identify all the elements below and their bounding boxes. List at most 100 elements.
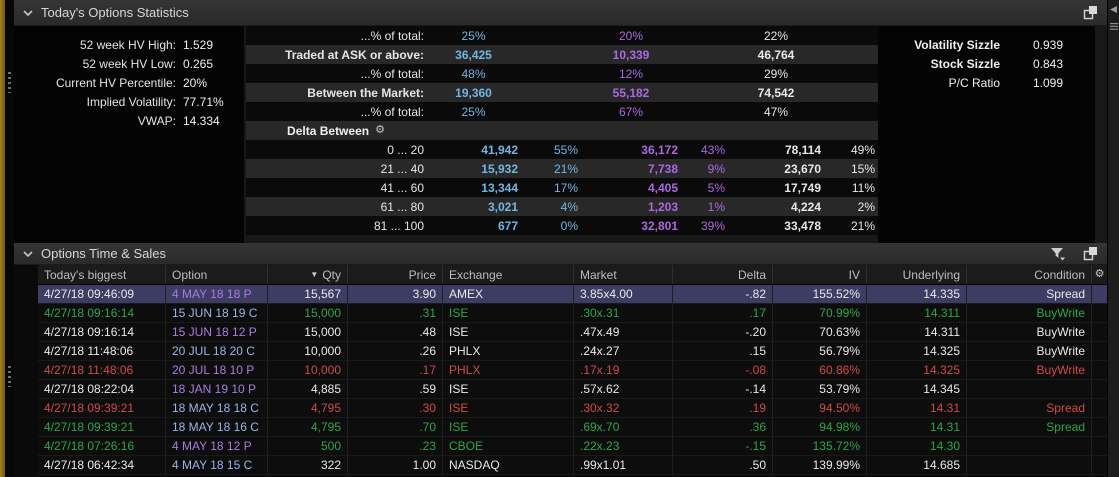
cell-time: 4/27/18 11:48:06 [38,361,166,380]
filter-icon[interactable] [1050,247,1066,261]
delta-value-puts: 32,801 [641,218,678,233]
chevron-down-icon[interactable] [23,250,33,257]
col-header-underlying[interactable]: Underlying [867,265,967,284]
col-header-label: Today's biggest [44,267,127,282]
cell-iv: 53.79% [773,380,867,399]
flow-value: 36,425 [455,47,492,62]
col-header-qty[interactable]: ▼ Qty [268,265,348,284]
table-row[interactable]: 4/27/18 08:22:04 18 JAN 19 10 P 4,885.59 IS… [38,380,1107,399]
cell-iv: 94.50% [773,399,867,418]
flow-label: ...% of total: [360,104,424,119]
delta-value-total: 4,224 [790,199,821,214]
stat-row: 52 week HV Low: 0.265 [14,54,244,73]
collapse-arrow-icon[interactable] [1109,5,1118,14]
table-row[interactable]: 4/27/18 09:46:09 4 MAY 18 18 P 15,567 3.90 A… [38,285,1107,304]
col-header-today-s-biggest[interactable]: Today's biggest [38,265,166,284]
sidebar-collapse-strip[interactable] [1107,0,1119,477]
cell-iv: 139.99% [773,456,867,475]
table-row[interactable]: 4/27/18 07:26:16 4 MAY 18 12 P 500.23 CBOE.… [38,437,1107,456]
table-row[interactable]: 4/27/18 09:16:14 15 JUN 18 12 P 15,000.48 I… [38,323,1107,342]
time-sales-section-header[interactable]: Options Time & Sales [14,243,1107,265]
cell-delta: .50 [673,456,773,475]
cell-exchange: AMEX [443,285,574,304]
detach-window-icon[interactable] [1083,5,1098,20]
stat-value: 0.843 [1033,56,1064,71]
panel-drag-handle[interactable] [8,72,11,93]
delta-value-total_pct: 11% [851,180,875,195]
stat-row: Volatility Sizzle 0.939 [878,35,1095,54]
cell-underlying: 14.311 [867,304,967,323]
cell-qty: 10,000 [268,361,348,380]
col-header-market[interactable]: Market [574,265,673,284]
delta-row: 21 ... 40 15,932 21% 7,738 9% 23,670 15% [246,159,879,178]
stat-value: 0.939 [1033,37,1064,52]
cell-exchange: ISE [443,418,574,437]
table-row[interactable]: 4/27/18 11:48:06 20 JUL 18 20 C 10,000.26 P… [38,342,1107,361]
table-row[interactable]: 4/27/18 09:16:14 15 JUN 18 19 C 15,000.31 I… [38,304,1107,323]
cell-underlying: 14.685 [867,456,967,475]
stat-label: Implied Volatility: [86,94,176,109]
cell-iv: 155.52% [773,285,867,304]
table-row[interactable]: 4/27/18 11:48:06 20 JUL 18 10 P 10,000.17 P… [38,361,1107,380]
cell-qty: 15,567 [268,285,348,304]
col-header-exchange[interactable]: Exchange [443,265,574,284]
table-row[interactable]: 4/27/18 09:39:21 18 MAY 18 18 C 4,795.30 IS… [38,399,1107,418]
trades-list: 4/27/18 09:46:09 4 MAY 18 18 P 15,567 3.90 A… [38,285,1107,475]
col-header-label: IV [848,267,860,282]
flow-value: 25% [461,104,486,119]
flow-row: Traded at ASK or above: 36,425 10,339 46,76… [246,45,879,64]
menu-icon[interactable] [1109,23,1118,30]
cell-underlying: 14.325 [867,342,967,361]
delta-value-puts: 1,203 [647,199,678,214]
panel-drag-handle[interactable] [8,366,11,387]
chevron-down-icon[interactable] [23,9,33,16]
flow-value: 25% [461,28,486,43]
delta-value-total_pct: 21% [850,218,875,233]
flow-value: 22% [763,28,789,43]
sizzle-stats-box: Volatility Sizzle 0.939 Stock Sizzle 0.843 P… [878,26,1095,243]
order-flow-table: ...% of total: 25% 20% 22% Traded at ASK or … [246,26,879,235]
delta-value-puts: 4,405 [647,180,678,195]
detach-window-icon[interactable] [1083,246,1098,261]
col-header-price[interactable]: Price [348,265,443,284]
cell-gear-spacer [1092,456,1107,475]
delta-value-puts: 36,172 [641,142,678,157]
cell-option: 4 MAY 18 18 P [166,285,268,304]
cell-gear-spacer [1092,361,1107,380]
left-gutter [5,0,14,477]
stats-section-header[interactable]: Today's Options Statistics [14,0,1107,26]
cell-exchange: ISE [443,323,574,342]
table-row[interactable]: 4/27/18 09:39:21 18 MAY 18 16 C 4,795.70 IS… [38,418,1107,437]
stat-label: Stock Sizzle [930,56,1000,71]
cell-gear-spacer [1092,437,1107,456]
delta-value-calls: 15,932 [481,161,518,176]
cell-option: 18 MAY 18 16 C [166,418,268,437]
col-header-iv[interactable]: IV [773,265,867,284]
delta-value-puts_pct: 5% [707,180,725,195]
col-header-delta[interactable]: Delta [673,265,773,284]
cell-underlying: 14.345 [867,380,967,399]
col-header-option[interactable]: Option [166,265,268,284]
cell-iv: 70.63% [773,323,867,342]
table-row[interactable]: 4/27/18 06:42:34 4 MAY 18 15 C 322 1.00 NASD… [38,456,1107,475]
cell-option: 4 MAY 18 15 C [166,456,268,475]
col-header-label: Underlying [902,267,960,282]
delta-settings-gear-icon[interactable]: ⚙ [375,124,385,136]
col-header-condition[interactable]: Condition [967,265,1092,284]
cell-price: 3.90 [348,285,443,304]
delta-value-calls_pct: 55% [553,142,578,157]
delta-value-total: 33,478 [784,218,821,233]
cell-delta: .15 [673,342,773,361]
delta-value-calls: 3,021 [487,199,518,214]
cell-underlying: 14.325 [867,361,967,380]
delta-value-calls_pct: 21% [553,161,578,176]
cell-option: 20 JUL 18 20 C [166,342,268,361]
time-sales-body: Today's biggest Option ▼ Qty Price Exchange Ma… [14,265,1107,477]
col-header-label: Exchange [449,267,503,282]
cell-market: .99x1.01 [574,456,673,475]
delta-value-total: 23,670 [784,161,821,176]
delta-range: 61 ... 80 [380,199,424,214]
window-edge-accent [0,0,5,477]
column-settings-gear-icon[interactable]: ⚙ [1092,265,1107,284]
cell-option: 15 JUN 18 19 C [166,304,268,323]
